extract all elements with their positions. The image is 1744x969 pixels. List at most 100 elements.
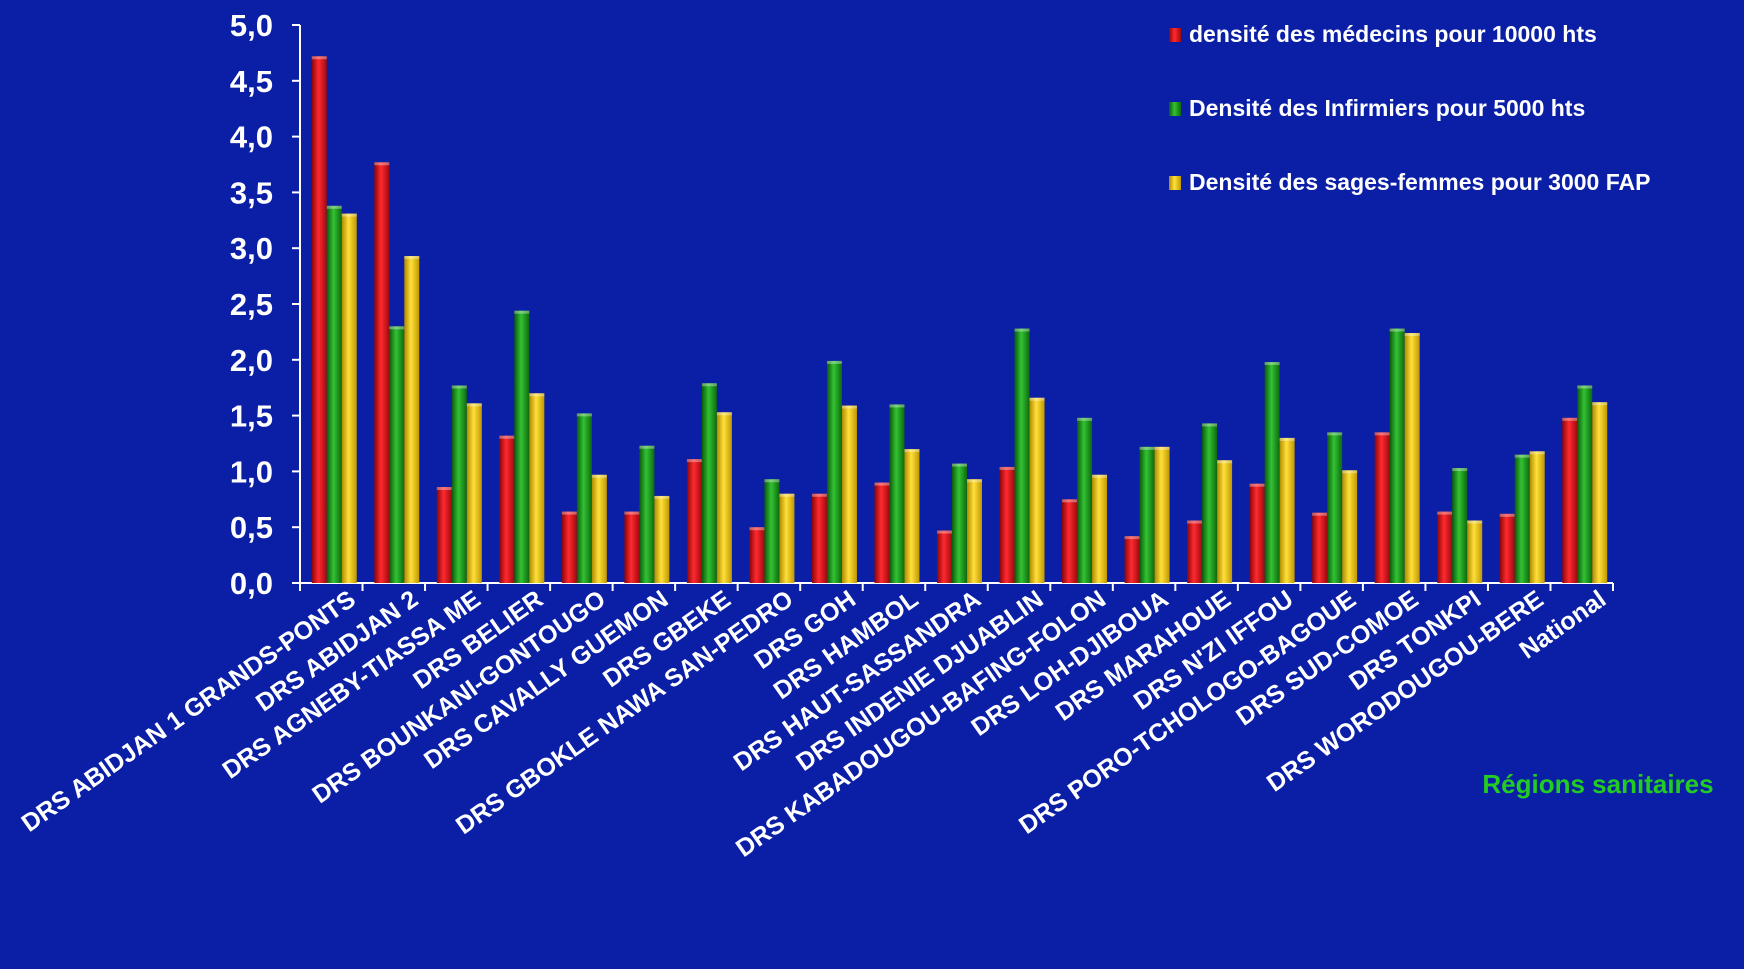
bar [654,495,670,583]
axes: 0,0 0,5 1,0 1,5 2,0 2,5 3,0 3,5 4,0 4,5 5,0 [230,8,1614,601]
y-tick-label: 3,0 [230,231,273,266]
bar [1249,483,1265,583]
bar [1404,333,1420,583]
bar-highlight [311,56,327,60]
y-tick-label: 2,0 [230,343,273,378]
bar-highlight [499,435,515,439]
y-tick-label: 4,0 [230,120,273,155]
bar [701,383,717,583]
bar [1467,520,1483,583]
bar [466,403,482,583]
bar [1187,520,1203,583]
bar-highlight [874,482,890,486]
bar [1092,474,1108,583]
bar-highlight [654,495,670,499]
y-tick-label: 5,0 [230,8,273,43]
bar-highlight [1437,511,1453,515]
bar [749,527,765,583]
bar [1124,536,1140,583]
y-tick-label: 1,0 [230,454,273,489]
bar [374,162,390,583]
legend-label: Densité des sages-femmes pour 3000 FAP [1189,169,1650,195]
bar [1529,451,1545,583]
bar [716,412,732,583]
legend-swatch [1169,176,1181,190]
bar-highlight [451,385,467,389]
bar [1327,432,1343,583]
bar [1437,511,1453,583]
bar [389,326,405,583]
bar-highlight [1467,520,1483,524]
bar-highlight [826,360,842,364]
bar-highlight [1312,512,1328,516]
bar-highlight [1124,536,1140,540]
bar [889,404,905,583]
bar-highlight [624,511,640,515]
bar [1202,423,1218,583]
bar [1062,499,1078,583]
y-tick-label: 3,5 [230,175,273,210]
bar-highlight [1264,362,1280,366]
bar [624,511,640,583]
bar-highlight [841,405,857,409]
bar [1029,397,1045,583]
bar-highlight [749,527,765,531]
bar [1389,328,1405,583]
bar-highlight [466,403,482,407]
bar-highlight [904,449,920,453]
bar-highlight [1029,397,1045,401]
bar-highlight [1187,520,1203,524]
bar-highlight [1562,417,1578,421]
y-tick-label: 4,5 [230,64,273,99]
bar-highlight [576,413,592,417]
bar-highlight [999,466,1015,470]
bar [1562,417,1578,583]
bar [764,479,780,583]
bar [874,482,890,583]
bar-highlight [1342,470,1358,474]
legend-label: Densité des Infirmiers pour 5000 hts [1189,95,1585,121]
legend: densité des médecins pour 10000 hts Densi… [1169,21,1650,195]
bar [341,213,357,583]
y-tick-label: 0,0 [230,566,273,601]
bar [967,479,982,583]
bar-highlight [1062,499,1078,503]
legend-swatch [1169,28,1181,42]
bar [591,474,607,583]
bar-highlight [389,326,405,330]
bar-highlight [716,412,732,416]
bar-highlight [436,487,452,491]
bar-highlight [1514,454,1530,458]
bar-highlight [1014,328,1030,332]
bar-highlight [764,479,780,483]
bar-highlight [1327,432,1343,436]
bar-highlight [374,162,390,166]
bar [841,405,857,583]
bar-highlight [1374,432,1390,436]
y-tick-label: 1,5 [230,399,273,434]
bar-highlight [1452,468,1468,472]
bar-highlight [1279,437,1295,441]
bar [1342,470,1358,583]
bar-highlight [1577,385,1593,389]
bar-highlight [1202,423,1218,427]
bar [1217,460,1233,583]
bar [1014,328,1030,583]
bar [576,413,592,583]
bar [436,487,452,583]
bar-highlight [1139,446,1155,450]
bar-highlight [701,383,717,387]
bar [1139,446,1155,583]
bar [404,256,420,583]
bar-highlight [529,393,545,397]
bar-highlight [1529,451,1545,455]
bar [514,310,530,583]
bar-highlight [1092,474,1108,478]
bar [1499,513,1515,583]
y-tick-label: 2,5 [230,287,273,322]
bar-highlight [686,459,702,463]
bar [1077,417,1093,583]
bar [1264,362,1280,583]
bar-highlight [779,493,795,497]
